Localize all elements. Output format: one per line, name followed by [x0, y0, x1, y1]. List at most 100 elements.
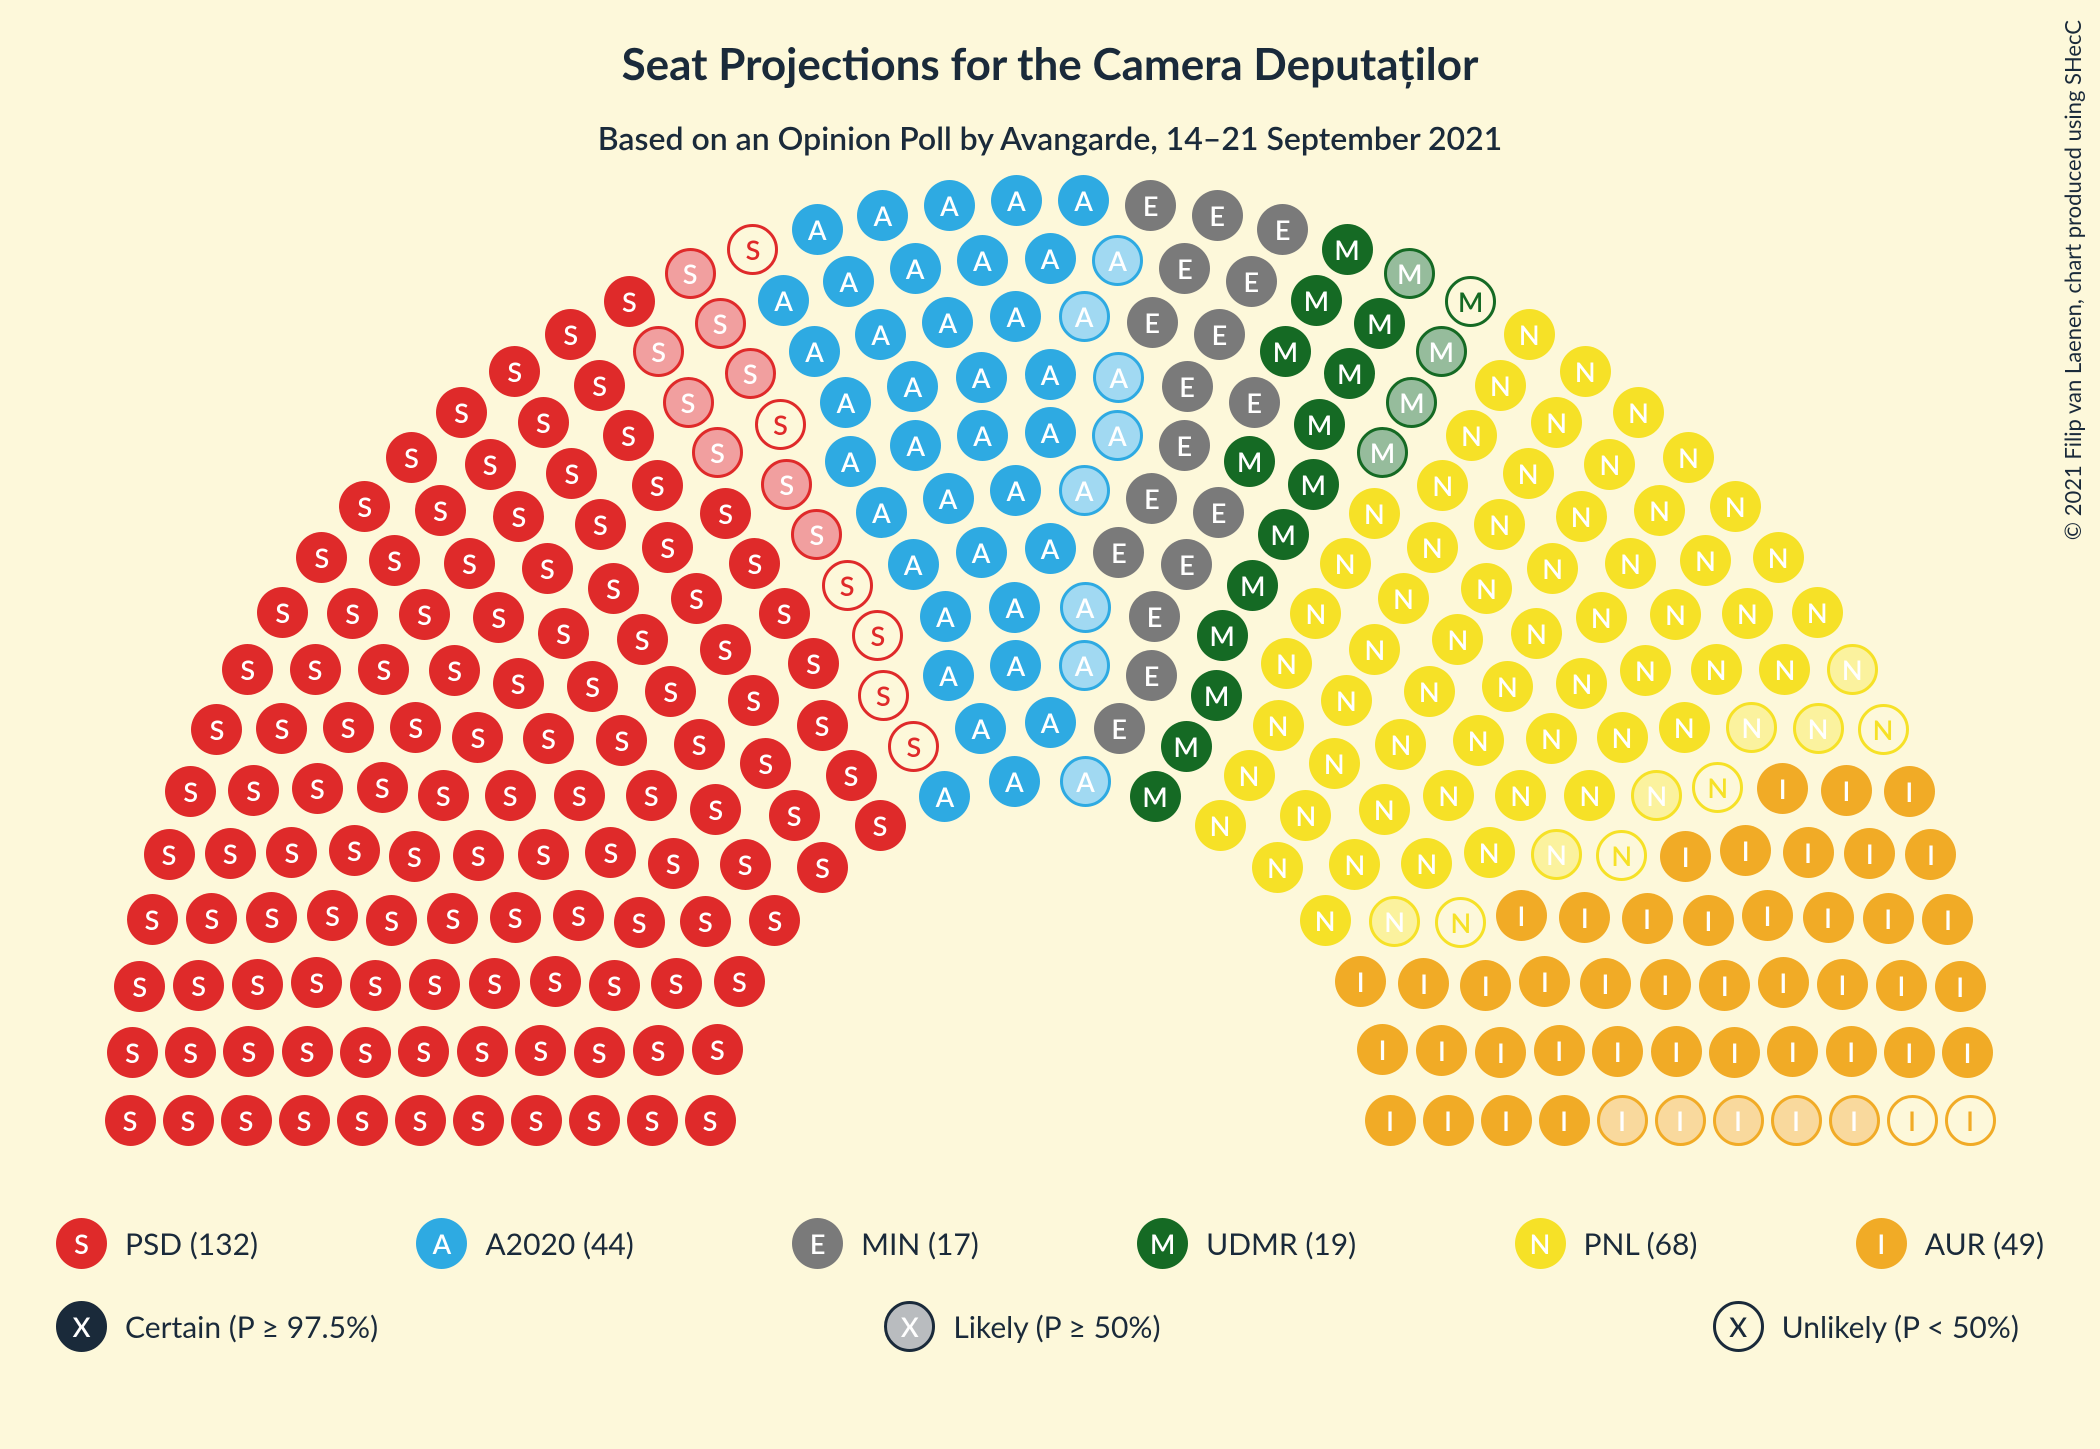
seat-aur: I: [1829, 1095, 1880, 1146]
seat-min: E: [1093, 527, 1144, 578]
seat-min: E: [1159, 243, 1210, 294]
seat-psd: S: [323, 702, 374, 753]
seat-pnl: N: [1474, 499, 1525, 550]
seat-aur: I: [1416, 1025, 1467, 1076]
seat-psd: S: [633, 1025, 684, 1076]
seat-aur: I: [1460, 960, 1511, 1011]
seat-a2020: A: [1058, 175, 1109, 226]
seat-a2020: A: [1059, 465, 1110, 516]
legend-item-aur: IAUR (49): [1856, 1218, 2044, 1269]
seat-psd: S: [626, 770, 677, 821]
seat-psd: S: [399, 589, 450, 640]
seat-pnl: N: [1650, 589, 1701, 640]
seat-pnl: N: [1531, 829, 1582, 880]
seat-psd: S: [395, 1095, 446, 1146]
seat-a2020: A: [890, 243, 941, 294]
seat-psd: S: [665, 248, 716, 299]
seat-psd: S: [588, 563, 639, 614]
seat-aur: I: [1922, 894, 1973, 945]
seat-psd: S: [490, 892, 541, 943]
seat-psd: S: [663, 377, 714, 428]
legend-swatch-psd: S: [56, 1218, 107, 1269]
seat-psd: S: [515, 1025, 566, 1076]
legend-certainty-likely: XLikely (P ≥ 50%): [884, 1301, 1712, 1352]
seat-pnl: N: [1224, 750, 1275, 801]
chart-stage: Seat Projections for the Camera Deputați…: [0, 0, 2100, 1449]
seat-psd: S: [489, 346, 540, 397]
seat-min: E: [1229, 377, 1280, 428]
seat-pnl: N: [1349, 488, 1400, 539]
seat-psd: S: [228, 765, 279, 816]
seat-aur: I: [1519, 956, 1570, 1007]
seat-pnl: N: [1320, 538, 1371, 589]
seat-pnl: N: [1401, 838, 1452, 889]
seat-pnl: N: [1504, 309, 1555, 360]
legend-certainty-row: XCertain (P ≥ 97.5%)XLikely (P ≥ 50%)XUn…: [56, 1301, 2044, 1352]
seat-psd: S: [350, 960, 401, 1011]
seat-pnl: N: [1722, 588, 1773, 639]
seat-psd: S: [538, 608, 589, 659]
seat-a2020: A: [792, 204, 843, 255]
seat-aur: I: [1803, 892, 1854, 943]
seat-aur: I: [1876, 960, 1927, 1011]
seat-udmr: M: [1224, 436, 1275, 487]
seat-psd: S: [725, 348, 776, 399]
seat-psd: S: [493, 658, 544, 709]
seat-a2020: A: [888, 539, 939, 590]
seat-udmr: M: [1294, 399, 1345, 450]
seat-a2020: A: [956, 527, 1007, 578]
seat-psd: S: [680, 896, 731, 947]
seat-a2020: A: [856, 487, 907, 538]
seat-psd: S: [797, 700, 848, 751]
seat-aur: I: [1771, 1095, 1822, 1146]
seat-pnl: N: [1613, 387, 1664, 438]
seat-aur: I: [1622, 893, 1673, 944]
seat-psd: S: [436, 387, 487, 438]
seat-pnl: N: [1511, 608, 1562, 659]
seat-pnl: N: [1404, 666, 1455, 717]
seat-aur: I: [1534, 1025, 1585, 1076]
seat-pnl: N: [1576, 592, 1627, 643]
seat-a2020: A: [989, 756, 1040, 807]
seat-pnl: N: [1407, 522, 1458, 573]
seat-pnl: N: [1858, 704, 1909, 755]
seat-pnl: N: [1793, 703, 1844, 754]
seat-aur: I: [1783, 827, 1834, 878]
seat-psd: S: [257, 587, 308, 638]
seat-pnl: N: [1726, 702, 1777, 753]
seat-pnl: N: [1321, 675, 1372, 726]
seat-psd: S: [453, 830, 504, 881]
seat-pnl: N: [1663, 432, 1714, 483]
seat-pnl: N: [1556, 658, 1607, 709]
seat-pnl: N: [1634, 485, 1685, 536]
seat-a2020: A: [1025, 233, 1076, 284]
seat-psd: S: [589, 960, 640, 1011]
seat-min: E: [1162, 361, 1213, 412]
seat-min: E: [1226, 256, 1277, 307]
seat-udmr: M: [1161, 721, 1212, 772]
seat-pnl: N: [1453, 715, 1504, 766]
seat-psd: S: [728, 675, 779, 726]
seat-pnl: N: [1759, 644, 1810, 695]
legend-certainty-swatch-certain: X: [56, 1301, 107, 1352]
seat-psd: S: [791, 509, 842, 560]
seat-aur: I: [1481, 1095, 1532, 1146]
seat-psd: S: [755, 399, 806, 450]
seat-a2020: A: [990, 465, 1041, 516]
seat-psd: S: [282, 1026, 333, 1077]
seat-a2020: A: [825, 436, 876, 487]
seat-udmr: M: [1227, 560, 1278, 611]
seat-pnl: N: [1435, 897, 1486, 948]
seat-psd: S: [633, 326, 684, 377]
seat-psd: S: [700, 488, 751, 539]
seat-psd: S: [574, 360, 625, 411]
legend-certainty-label-likely: Likely (P ≥ 50%): [953, 1309, 1160, 1345]
seat-psd: S: [173, 960, 224, 1011]
seat-a2020: A: [989, 582, 1040, 633]
seat-pnl: N: [1691, 644, 1742, 695]
seat-pnl: N: [1261, 638, 1312, 689]
seat-psd: S: [692, 1024, 743, 1075]
seat-pnl: N: [1597, 712, 1648, 763]
seat-pnl: N: [1527, 543, 1578, 594]
seat-psd: S: [729, 538, 780, 589]
